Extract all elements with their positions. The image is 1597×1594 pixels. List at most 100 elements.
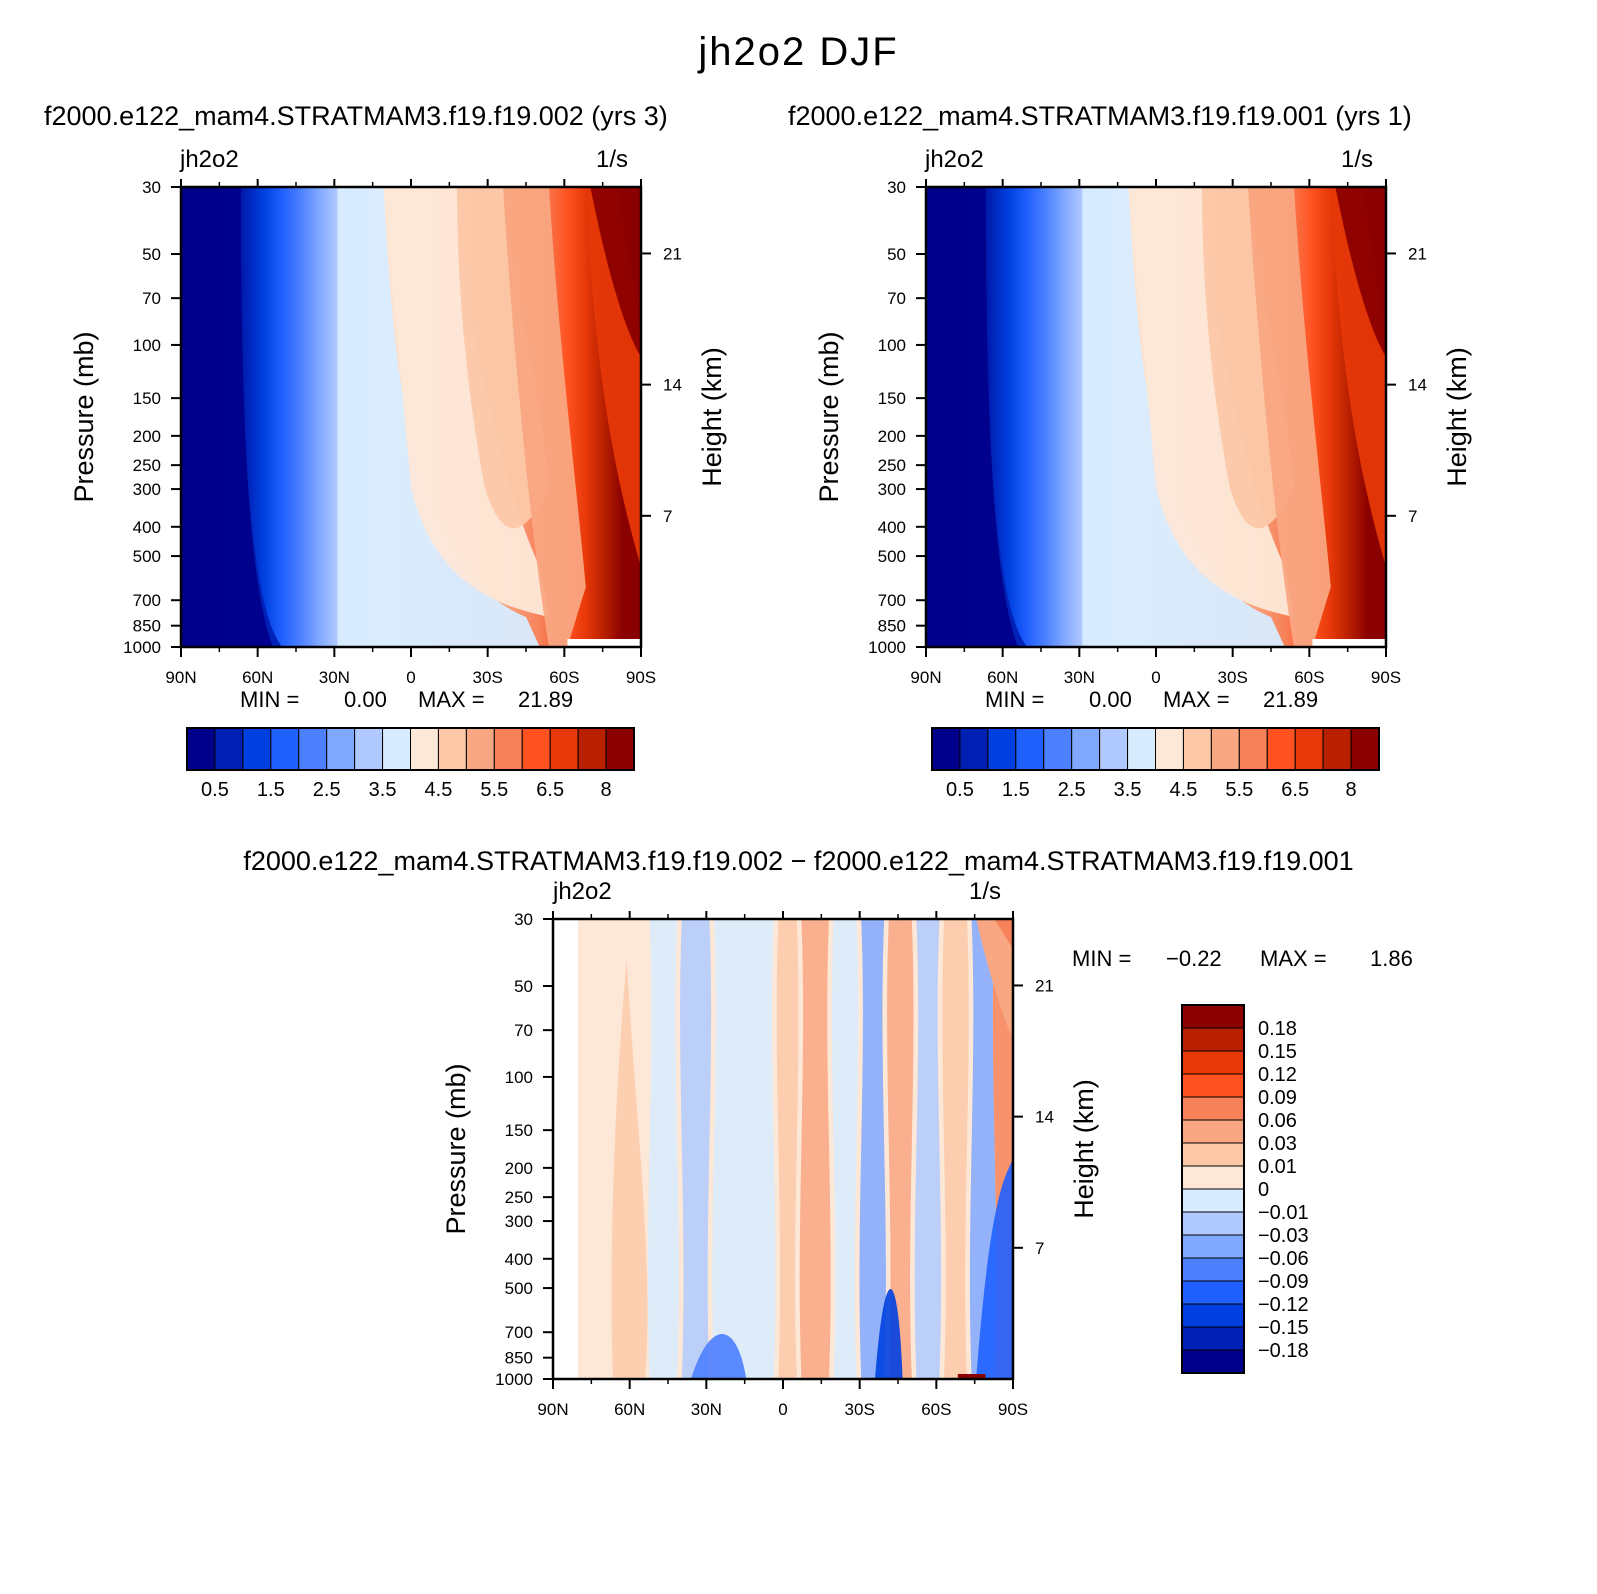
p1-colorbar-box (270, 727, 300, 771)
p3-contour-field (553, 919, 1013, 1379)
p3-colorbar-box (1181, 1119, 1245, 1144)
p2-colorbar-label: 5.5 (1225, 779, 1253, 801)
p1-pressure-tick-label: 250 (133, 456, 161, 475)
p1-colorbar-box (605, 727, 635, 771)
p3-contour-band (611, 959, 648, 1379)
p1-pressure-tick-label: 500 (133, 547, 161, 566)
p1-contour-band (181, 187, 273, 647)
p3-contour-band (647, 919, 679, 1379)
p3-missing-data (553, 919, 578, 1379)
p3-colorbar-label: −0.12 (1258, 1294, 1309, 1316)
p3-contour-band (859, 919, 886, 1379)
p1-colorbar-box (214, 727, 244, 771)
p2-contour-band (926, 187, 1018, 647)
panel-2-max-label: MAX = (1163, 687, 1230, 712)
p1-colorbar-box (493, 727, 523, 771)
p1-colorbar-box (549, 727, 579, 771)
p3-colorbar-box (1181, 1027, 1245, 1052)
p3-colorbar-label: 0.09 (1258, 1087, 1297, 1109)
p2-colorbar-box (1182, 727, 1212, 771)
p1-contour-band (590, 187, 641, 357)
p2-pressure-tick-label: 300 (878, 480, 906, 499)
p2-pressure-tick-label: 850 (878, 617, 906, 636)
p3-ylabel-right: Height (km) (1069, 1079, 1099, 1219)
p2-colorbar-label: 2.5 (1058, 779, 1086, 801)
p2-height-tick-label: 21 (1408, 244, 1427, 263)
p2-lat-tick-label: 30S (1218, 668, 1248, 687)
p1-contour-band (383, 187, 549, 617)
p2-colorbar-box (1043, 727, 1073, 771)
p2-height-tick-label: 14 (1408, 376, 1427, 395)
p3-contour-band (776, 919, 799, 1379)
p3-colorbar-label: −0.18 (1258, 1340, 1309, 1362)
p1-pressure-tick-label: 50 (142, 245, 161, 264)
p2-lat-tick-label: 90S (1371, 668, 1401, 687)
panel-2-variable-label: jh2o2 (925, 146, 984, 173)
p1-pressure-tick-label: 850 (133, 617, 161, 636)
panel-2-run-title: f2000.e122_mam4.STRATMAM3.f19.f19.001 (y… (788, 101, 1412, 131)
p2-colorbar-box (987, 727, 1017, 771)
p3-contour-band (976, 919, 1013, 1039)
p2-colorbar-label: 6.5 (1281, 779, 1309, 801)
p3-contour-band (799, 919, 831, 1379)
p1-contour-band (503, 187, 586, 647)
p2-lat-tick-label: 30N (1064, 668, 1095, 687)
p1-pressure-tick-label: 30 (142, 178, 161, 197)
p3-height-tick-label: 14 (1035, 1108, 1054, 1127)
p1-colorbar-box (326, 727, 356, 771)
p3-colorbar-label: −0.01 (1258, 1202, 1309, 1224)
p1-colorbar-label: 4.5 (425, 779, 453, 801)
p3-pressure-tick-label: 50 (514, 977, 533, 996)
p2-pressure-tick-label: 700 (878, 591, 906, 610)
p2-contour-band (972, 187, 1028, 647)
p1-colorbar-box (577, 727, 607, 771)
p3-pressure-tick-label: 1000 (495, 1370, 533, 1389)
p2-pressure-tick-label: 1000 (868, 638, 906, 657)
p1-colorbar-box (186, 727, 216, 771)
p3-pressure-tick-label: 500 (505, 1279, 533, 1298)
p1-colorbar-box (465, 727, 495, 771)
p1-missing-data (567, 639, 641, 647)
p3-pressure-tick-label: 300 (505, 1212, 533, 1231)
p3-colorbar-label: 0.15 (1258, 1041, 1297, 1063)
p1-pressure-tick-label: 400 (133, 518, 161, 537)
p3-colorbar-label: 0.06 (1258, 1110, 1297, 1132)
p1-lat-tick-label: 60N (242, 668, 273, 687)
p3-pressure-tick-label: 200 (505, 1159, 533, 1178)
p2-height-tick-label: 7 (1408, 507, 1417, 526)
p3-pressure-tick-label: 150 (505, 1121, 533, 1140)
p1-colorbar-label: 5.5 (480, 779, 508, 801)
p2-missing-data (1312, 639, 1386, 647)
p2-pressure-tick-label: 100 (878, 336, 906, 355)
p2-pressure-tick-label: 500 (878, 547, 906, 566)
p3-contour-band (680, 919, 712, 1379)
p3-pressure-tick-label: 850 (505, 1349, 533, 1368)
p3-contour-band (691, 1334, 747, 1379)
panel-1-variable-label: jh2o2 (180, 146, 239, 173)
p2-contour-band (1335, 187, 1386, 357)
panel-1-min-label: MIN = (240, 687, 300, 712)
p3-contour-band (992, 919, 1013, 1379)
p3-height-tick-label: 21 (1035, 976, 1054, 995)
p3-colorbar-box (1181, 1050, 1245, 1075)
p2-colorbar-box (1350, 727, 1380, 771)
p2-background-fill (926, 187, 1386, 647)
p1-lat-tick-label: 30N (319, 668, 350, 687)
p3-lat-tick-label: 90N (537, 1400, 568, 1419)
p3-lat-tick-label: 0 (778, 1400, 787, 1419)
p3-pressure-tick-label: 70 (514, 1021, 533, 1040)
p2-ylabel-right: Height (km) (1442, 347, 1472, 487)
p1-colorbar-box (521, 727, 551, 771)
p3-lat-tick-label: 60N (614, 1400, 645, 1419)
p3-contour-band (957, 1374, 986, 1379)
panel-2-min-label: MIN = (985, 687, 1045, 712)
p1-contour-field (181, 187, 641, 647)
panel-2-min-value: 0.00 (1089, 687, 1132, 712)
p2-pressure-tick-label: 400 (878, 518, 906, 537)
p2-colorbar-label: 1.5 (1002, 779, 1030, 801)
p2-colorbar-label: 0.5 (946, 779, 974, 801)
p3-colorbar-label: 0.12 (1258, 1064, 1297, 1086)
p3-colorbar-box (1181, 1349, 1245, 1374)
p3-lat-tick-label: 30S (845, 1400, 875, 1419)
